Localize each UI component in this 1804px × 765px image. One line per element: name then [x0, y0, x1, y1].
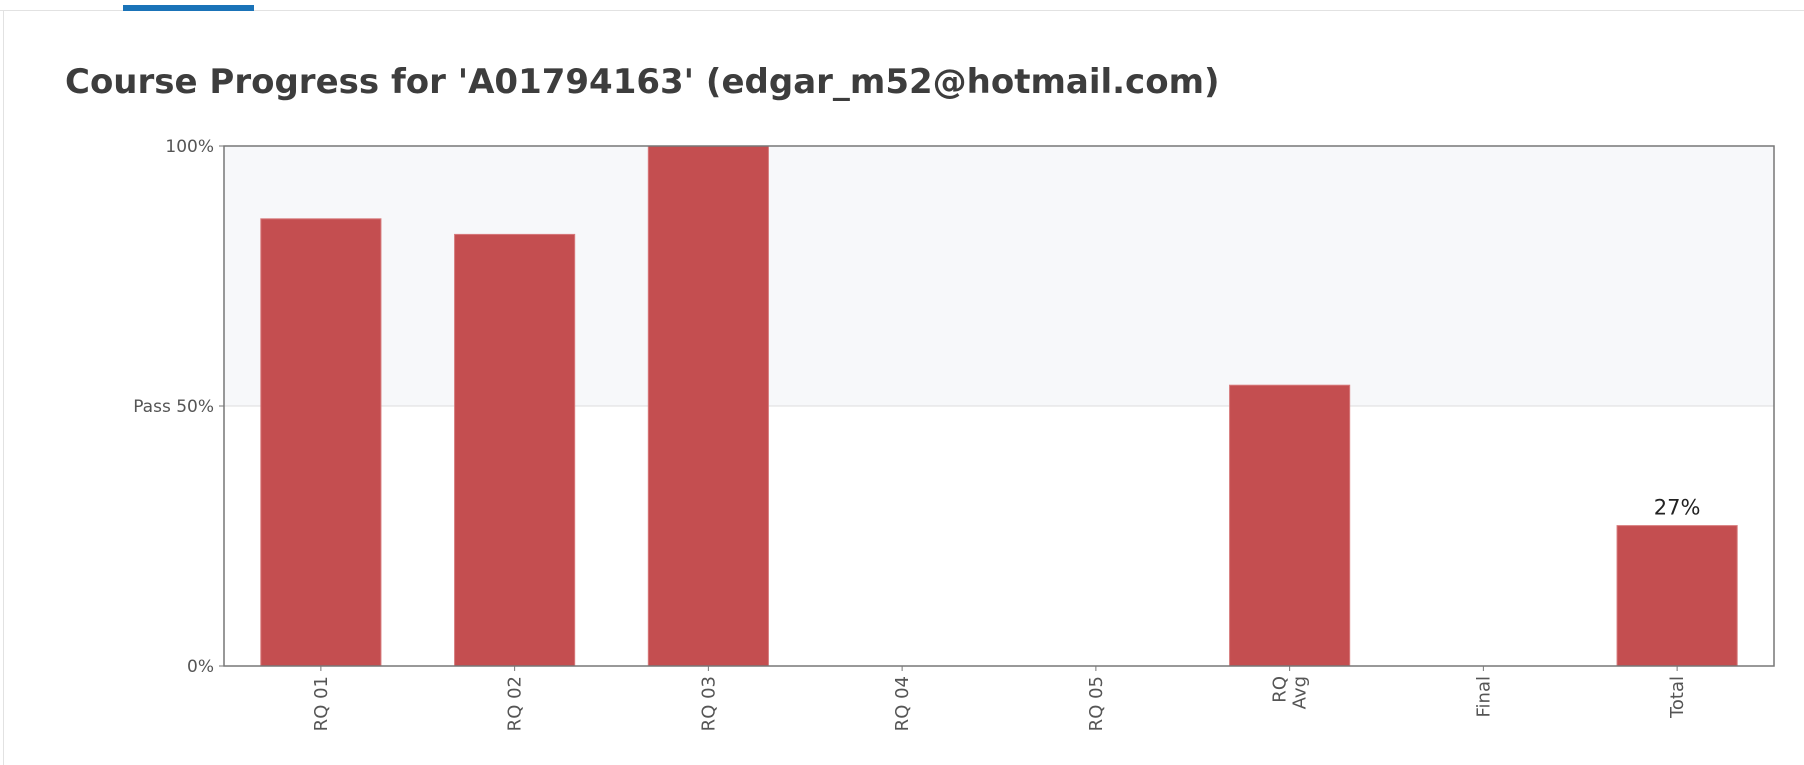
- category-label-line: RQ 04: [892, 676, 913, 731]
- category-label-line: RQ 05: [1086, 676, 1107, 731]
- bar-total: [1616, 525, 1738, 667]
- category-label-final: Final: [1473, 676, 1494, 717]
- category-label-line: RQ 03: [698, 676, 719, 731]
- page-title: Course Progress for 'A01794163' (edgar_m…: [65, 62, 1220, 102]
- category-label-rq-avg: RQ Avg: [1270, 676, 1311, 709]
- category-label-rq-02: RQ 02: [505, 676, 526, 731]
- content-frame-left-border: [3, 10, 4, 765]
- y-tick-label: Pass 50%: [133, 397, 214, 417]
- category-label-line: RQ 02: [505, 676, 526, 731]
- category-label-rq-04: RQ 04: [892, 676, 913, 731]
- bar-rq-01: [260, 218, 382, 667]
- active-tab-indicator: [123, 5, 254, 11]
- data-label-total: 27%: [1654, 496, 1701, 520]
- category-label-rq-05: RQ 05: [1086, 676, 1107, 731]
- category-label-line: RQ: [1270, 676, 1291, 703]
- category-label-line: Avg: [1290, 676, 1311, 709]
- bar-rq-03: [647, 145, 769, 667]
- category-label-line: Final: [1473, 676, 1494, 717]
- category-label-rq-01: RQ 01: [311, 676, 332, 731]
- category-label-line: RQ 01: [311, 676, 332, 731]
- bar-rq-02: [454, 233, 576, 667]
- bar-rq-avg: [1229, 384, 1351, 667]
- category-label-rq-03: RQ 03: [698, 676, 719, 731]
- category-label-line: Total: [1667, 676, 1688, 719]
- category-label-total: Total: [1667, 676, 1688, 719]
- y-tick-label: 100%: [165, 137, 214, 157]
- content-frame-top-border: [0, 10, 1804, 11]
- y-tick-label: 0%: [187, 657, 214, 677]
